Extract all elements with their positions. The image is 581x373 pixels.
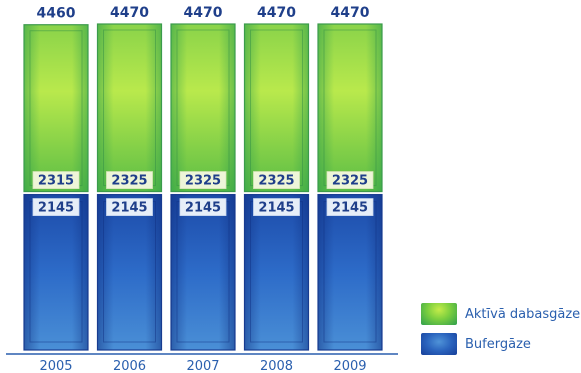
value-box-bufergaze-2007	[179, 198, 227, 216]
legend: Aktīvā dabasgāze Bufergāze	[421, 302, 580, 362]
value-label-aktiva-2008: 2325	[258, 174, 294, 189]
total-label-2008: 4470	[257, 5, 296, 21]
x-tick-label-2009: 2009	[333, 359, 366, 373]
bar-aktiva-shade-2008	[244, 24, 309, 192]
value-box-bufergaze-2008	[253, 198, 300, 216]
value-box-bufergaze-2009	[326, 198, 374, 216]
x-tick-label-2005: 2005	[39, 359, 72, 373]
value-box-aktiva-2005	[32, 171, 80, 189]
value-box-aktiva-2007	[179, 171, 227, 189]
total-label-2006: 4470	[110, 5, 149, 21]
value-label-bufergaze-2007: 2145	[185, 201, 221, 216]
value-box-aktiva-2008	[253, 171, 300, 189]
value-label-bufergaze-2009: 2145	[332, 201, 368, 216]
legend-item-aktiva-dabasgaze: Aktīvā dabasgāze	[421, 302, 580, 326]
value-box-aktiva-2009	[326, 171, 374, 189]
value-label-bufergaze-2006: 2145	[111, 201, 147, 216]
value-box-aktiva-2006	[106, 171, 153, 189]
bar-bufergaze-shade-2009	[318, 194, 382, 350]
bar-bufergaze-shade-2007	[171, 194, 235, 350]
bar-bufergaze-shade-2005	[24, 194, 88, 350]
total-label-2009: 4470	[331, 5, 370, 21]
x-tick-label-2008: 2008	[260, 359, 293, 373]
total-label-2007: 4470	[184, 5, 223, 21]
bar-bufergaze-shade-2008	[244, 194, 309, 350]
bar-aktiva-shade-2005	[24, 24, 88, 192]
value-label-aktiva-2007: 2325	[185, 174, 221, 189]
x-tick-label-2007: 2007	[186, 359, 219, 373]
bar-bufergaze-shade-2006	[97, 194, 162, 350]
bar-aktiva-shade-2006	[97, 24, 162, 192]
legend-swatch-green	[421, 303, 457, 325]
value-label-aktiva-2005: 2315	[38, 174, 74, 189]
value-label-aktiva-2006: 2325	[111, 174, 147, 189]
total-label-2005: 4460	[37, 6, 76, 22]
bar-aktiva-shade-2007	[171, 24, 235, 192]
value-label-aktiva-2009: 2325	[332, 174, 368, 189]
legend-label: Bufergāze	[465, 336, 531, 352]
legend-swatch-blue	[421, 333, 457, 355]
legend-item-bufergaze: Bufergāze	[421, 332, 580, 356]
value-box-bufergaze-2005	[32, 198, 80, 216]
value-label-bufergaze-2005: 2145	[38, 201, 74, 216]
legend-label: Aktīvā dabasgāze	[465, 306, 581, 322]
value-box-bufergaze-2006	[106, 198, 153, 216]
x-tick-label-2006: 2006	[113, 359, 146, 373]
value-label-bufergaze-2008: 2145	[258, 201, 294, 216]
bar-aktiva-shade-2009	[318, 24, 382, 192]
